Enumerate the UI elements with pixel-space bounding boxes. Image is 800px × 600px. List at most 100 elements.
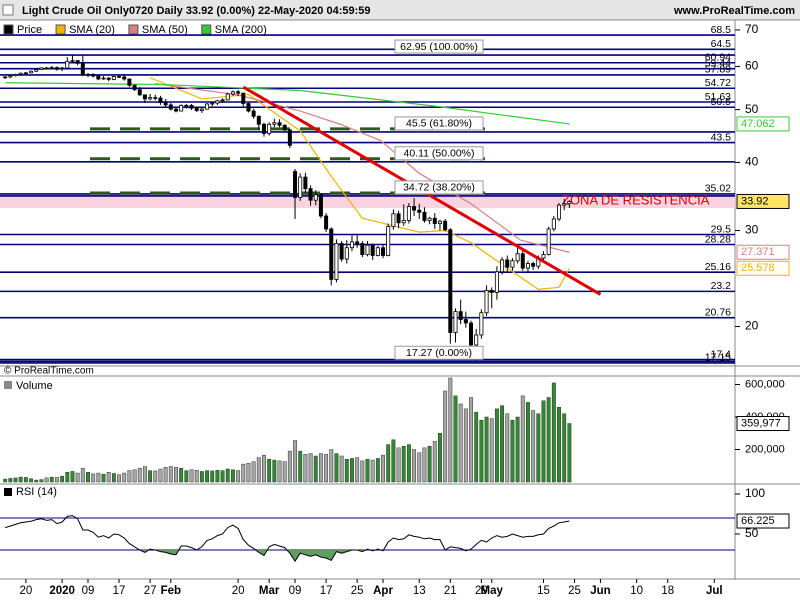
candle-body (551, 218, 556, 230)
candle-body (184, 104, 189, 107)
candle-body (70, 60, 75, 62)
volume-bar (520, 395, 525, 483)
candle-body (132, 84, 137, 91)
fib-box (394, 180, 484, 195)
x-tick-label: Mar (259, 585, 280, 597)
volume-bar (256, 457, 261, 483)
candle-body (344, 247, 349, 260)
volume-bar (49, 476, 54, 483)
candle-body (391, 213, 396, 228)
y-tick-label: 40 (745, 155, 759, 169)
volume-bar (567, 423, 572, 483)
x-tick-label: 18 (661, 585, 674, 597)
x-tick-label: 10 (630, 585, 643, 597)
candle-body (349, 241, 354, 249)
volume-bar (391, 439, 396, 483)
candle-body (339, 243, 344, 260)
rsi-panel: RSI (14) 50 100 66.225 (0, 486, 790, 563)
candle-body (267, 123, 272, 134)
volume-bar (293, 440, 297, 483)
candle-body (168, 104, 173, 110)
candle-body (230, 91, 235, 95)
candle-body (541, 254, 546, 259)
fib-box (394, 116, 484, 131)
volume-bar (215, 470, 220, 483)
legend-swatch (3, 24, 14, 35)
volume-bar (500, 405, 505, 483)
fib-label: 34.72 (38.20%) (403, 182, 475, 194)
level-label: 17.15 (705, 352, 731, 364)
volume-bar (427, 446, 432, 483)
volume-bar (381, 454, 385, 483)
volume-bar (230, 469, 235, 483)
x-tick-label: 20 (19, 585, 32, 597)
candle-body (469, 322, 474, 346)
sma-line (5, 82, 570, 125)
volume-bar (23, 477, 28, 483)
volume-bar (448, 377, 453, 483)
level-label: 59.44 (705, 57, 731, 69)
candle-body (153, 97, 158, 99)
volume-bar (463, 408, 468, 483)
y-tick-label: 70 (745, 22, 759, 36)
x-tick-label: May (481, 585, 504, 597)
volume-bar (44, 477, 49, 483)
volume-bar (174, 467, 178, 483)
fib-label: 40.11 (50.00%) (403, 148, 474, 160)
zone-label: ZONA DE RESISTENCIA (562, 192, 710, 207)
volume-bar (515, 416, 520, 483)
level-label: 57.89 (705, 64, 731, 76)
candle-body (287, 129, 292, 146)
candle-body (3, 76, 8, 79)
volume-bar (360, 460, 365, 483)
volume-bar (70, 471, 75, 483)
legend-label: SMA (50) (142, 24, 188, 36)
volume-bar (474, 411, 479, 483)
volume-bar (318, 453, 323, 483)
volume-bar (298, 450, 303, 483)
volume-bar (417, 452, 422, 483)
volume-bar (137, 467, 142, 483)
candle-body (23, 72, 28, 75)
volume-bar (541, 400, 546, 483)
header-icon (2, 4, 14, 16)
legend: Price SMA (20) SMA (50) SMA (200) (3, 24, 267, 36)
fib-box (394, 146, 484, 161)
level-label: 51.63 (705, 91, 731, 103)
candle-body (142, 94, 147, 100)
candle-body (313, 194, 318, 201)
panel-label: RSI (14) (16, 486, 57, 498)
volume-bar (122, 472, 127, 483)
fib-box (394, 39, 484, 54)
candle-body (80, 62, 85, 75)
level-label: 68.5 (711, 24, 732, 36)
volume-bar (438, 433, 442, 483)
value-badge-label: 66.225 (741, 515, 775, 527)
x-tick-label: 20 (232, 585, 245, 597)
x-tick-label: Jun (590, 585, 610, 597)
candle-body (39, 67, 44, 71)
volume-bar (458, 403, 463, 483)
value-badge-label: 33.92 (741, 195, 769, 207)
candle-body (96, 75, 101, 80)
candle-body (137, 89, 142, 96)
volume-bar (86, 472, 90, 483)
volume-bar (267, 459, 272, 483)
rsi-fill (5, 550, 570, 562)
volume-bar (3, 478, 8, 483)
volume-bar (313, 455, 318, 483)
candle-body (417, 209, 422, 213)
candle-body (65, 60, 70, 69)
value-badge-label: 25.578 (741, 262, 775, 274)
candle-body (381, 247, 386, 256)
x-tick-label: 15 (537, 585, 550, 597)
value-badge (736, 116, 790, 132)
candle-body (44, 67, 49, 70)
volume-bar (422, 447, 427, 483)
volume-bar (282, 461, 287, 483)
x-tick-label: 2020 (49, 585, 75, 597)
x-tick-label: 25 (568, 585, 581, 597)
level-label: 29.5 (711, 223, 732, 235)
level-label: 64.5 (711, 38, 732, 50)
